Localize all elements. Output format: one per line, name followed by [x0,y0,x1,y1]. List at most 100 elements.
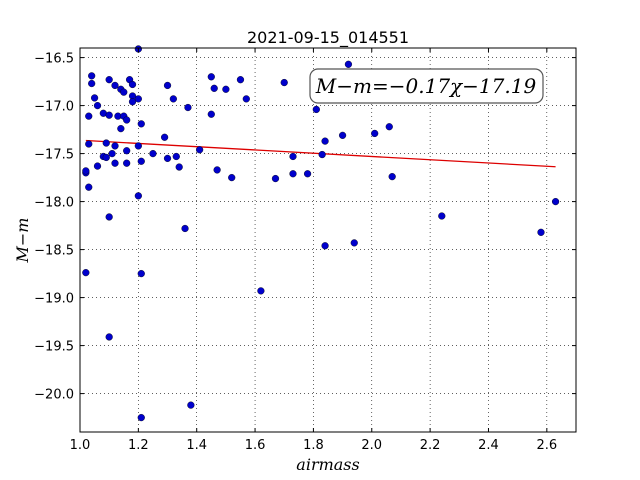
data-point [207,73,215,81]
data-point [236,76,245,84]
data-point [128,80,137,89]
data-point [88,72,96,80]
data-point [102,153,110,162]
data-point [207,110,215,118]
data-point [134,142,142,150]
data-point [88,79,96,88]
data-point [184,103,192,112]
data-point [134,192,142,200]
data-point [163,154,172,163]
data-point [438,212,446,220]
x-tick-label: 2.4 [478,438,499,453]
fit-annotation-text: M−m=−0.17χ−17.19 [315,74,537,98]
data-point [371,129,379,138]
data-point [123,116,131,124]
data-point [105,111,113,119]
data-point [210,84,218,92]
data-point [149,150,157,158]
y-tick-label: −16.5 [34,52,74,67]
data-point [137,270,145,278]
x-tick-label: 1.0 [70,438,91,453]
data-point [280,78,288,87]
data-point [93,162,102,170]
data-point [111,81,119,90]
data-point [242,95,250,103]
data-point [318,150,326,159]
data-point [187,401,195,409]
data-point [120,88,128,96]
data-point [228,174,236,182]
data-point [111,159,119,167]
y-axis-label: M−m [13,218,32,264]
data-point [271,174,280,183]
data-point [222,85,230,93]
data-point [321,137,329,145]
data-point [196,146,204,154]
data-point [134,95,142,103]
data-point [181,224,189,233]
data-point [169,95,177,103]
data-point [105,333,113,341]
data-point [128,98,137,106]
x-axis-ticks: 1.0 1.2 1.4 1.6 1.8 2.0 2.2 2.4 2.6 [70,48,557,453]
data-point [385,123,393,131]
x-tick-label: 2.2 [420,438,441,453]
y-tick-label: −19.0 [34,292,74,307]
data-point [163,81,172,90]
x-axis-label: airmass [296,455,359,474]
data-point [257,287,265,295]
data-point [85,112,93,120]
data-point [388,173,396,181]
data-point [344,60,353,68]
data-point [82,167,90,175]
data-point [303,170,312,178]
data-point [321,242,329,250]
data-point [123,147,131,155]
data-point [105,76,113,84]
data-point [105,213,113,221]
data-point [137,157,145,165]
data-point [551,198,560,206]
fit-annotation: M−m=−0.17χ−17.19 [309,68,544,104]
data-point [85,183,93,191]
data-point [312,105,320,114]
data-point [111,142,119,150]
data-point [90,94,99,102]
chart-title: 2021-09-15_014551 [247,28,409,48]
y-tick-label: −18.0 [34,196,74,211]
fit-annotation-box [309,68,544,104]
data-point [82,269,90,277]
data-point [213,166,221,174]
data-point [137,120,145,128]
data-point [289,170,297,178]
data-point [537,228,545,236]
data-point [102,139,110,147]
data-point [172,152,180,161]
data-point [117,125,125,133]
data-point [289,152,297,161]
data-point [85,140,93,148]
y-tick-label: −18.5 [34,244,74,259]
data-point [350,239,358,247]
data-point [137,414,145,422]
data-point [175,163,183,171]
y-tick-label: −17.5 [34,148,74,163]
x-tick-label: 1.4 [186,438,207,453]
data-point [123,159,131,167]
x-tick-label: 2.0 [361,438,382,453]
x-tick-label: 2.6 [536,438,557,453]
x-tick-label: 1.6 [245,438,266,453]
y-axis-ticks: −16.5 −17.0 −17.5 −18.0 −18.5 −19.0 −19.5 −20.0 [34,52,576,403]
data-point [338,131,347,139]
x-tick-label: 1.8 [303,438,324,453]
x-tick-label: 1.2 [128,438,149,453]
data-point [161,133,169,141]
y-tick-label: −20.0 [34,388,74,403]
data-point [93,101,102,110]
scatter-points [82,45,560,422]
y-tick-label: −19.5 [34,340,74,355]
y-tick-label: −17.0 [34,100,74,115]
plot-frame [79,47,577,433]
data-point [108,150,116,158]
